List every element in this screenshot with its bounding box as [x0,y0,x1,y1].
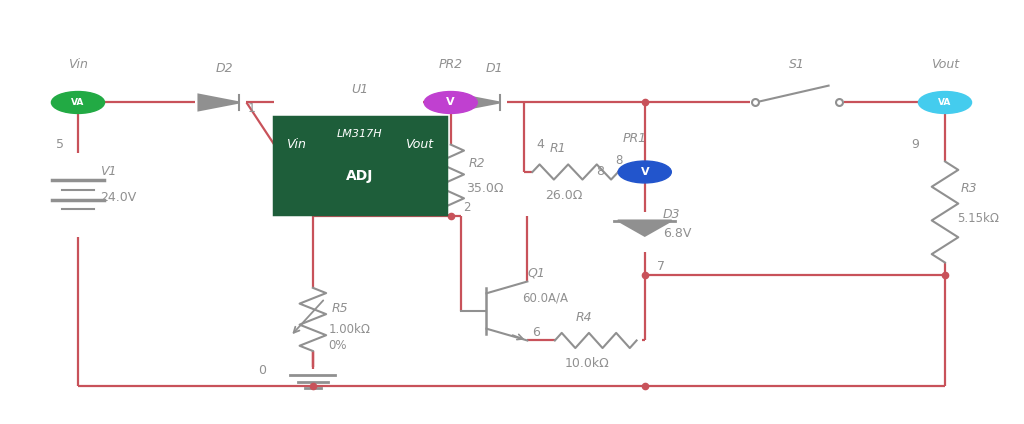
Text: 35.0Ω: 35.0Ω [466,182,504,195]
Text: 1.00kΩ: 1.00kΩ [328,324,371,336]
Text: 0: 0 [258,364,266,377]
Text: V: V [640,167,649,177]
Text: 5.15kΩ: 5.15kΩ [957,212,999,225]
Text: Vin: Vin [68,58,88,71]
Text: R1: R1 [550,142,566,155]
Text: 1: 1 [248,102,256,115]
Circle shape [618,161,672,183]
Text: D1: D1 [485,62,504,75]
Circle shape [919,92,972,114]
Text: Q1: Q1 [527,267,545,279]
Polygon shape [459,95,500,110]
Text: VA: VA [72,98,85,107]
Text: R5: R5 [331,302,348,315]
Text: PR2: PR2 [438,58,463,71]
Circle shape [424,92,477,114]
Text: LM317H: LM317H [337,129,383,139]
Text: 6.8V: 6.8V [664,226,691,240]
Text: 10.0kΩ: 10.0kΩ [565,357,610,370]
Text: S1: S1 [788,58,805,71]
Text: Vout: Vout [406,138,433,151]
Text: Vout: Vout [931,58,959,71]
Text: U1: U1 [351,83,369,96]
Text: 4: 4 [537,138,545,151]
Text: 2: 2 [463,201,470,214]
Text: D3: D3 [664,208,681,220]
Text: PR1: PR1 [623,131,646,145]
Text: VA: VA [938,98,951,107]
Polygon shape [617,220,672,236]
Text: R3: R3 [961,182,977,195]
Text: 8: 8 [615,153,623,167]
Text: D2: D2 [215,62,232,75]
Text: 8: 8 [596,165,604,179]
Text: 5: 5 [55,138,63,151]
Text: R4: R4 [575,311,592,324]
FancyBboxPatch shape [274,117,445,214]
Text: 9: 9 [911,138,920,151]
Circle shape [51,92,104,114]
Text: 7: 7 [657,260,665,273]
Text: V1: V1 [100,165,117,179]
Text: Vin: Vin [287,138,306,151]
Polygon shape [199,95,240,110]
Text: 26.0Ω: 26.0Ω [545,189,582,202]
Text: 6: 6 [532,326,541,338]
Text: ADJ: ADJ [346,169,374,183]
Text: 24.0V: 24.0V [100,191,136,204]
Text: 0%: 0% [328,339,347,352]
Text: V: V [446,98,455,107]
Text: R2: R2 [469,157,485,170]
Text: 60.0A/A: 60.0A/A [522,292,568,305]
